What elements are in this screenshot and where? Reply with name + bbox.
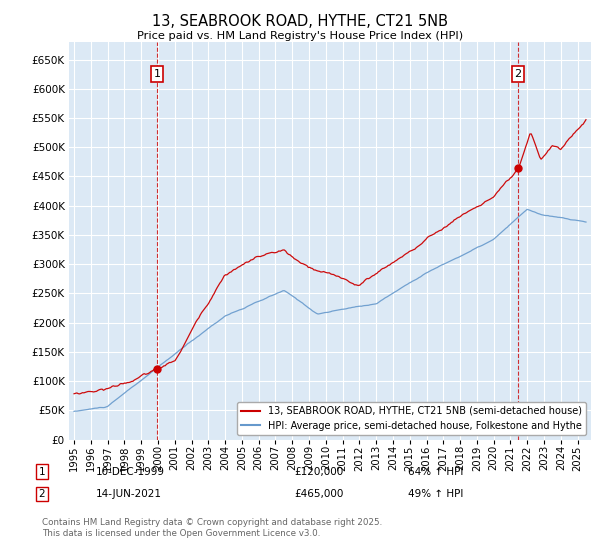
Text: 49% ↑ HPI: 49% ↑ HPI <box>408 489 463 499</box>
Text: Contains HM Land Registry data © Crown copyright and database right 2025.
This d: Contains HM Land Registry data © Crown c… <box>42 518 382 538</box>
Text: Price paid vs. HM Land Registry's House Price Index (HPI): Price paid vs. HM Land Registry's House … <box>137 31 463 41</box>
Text: 13, SEABROOK ROAD, HYTHE, CT21 5NB: 13, SEABROOK ROAD, HYTHE, CT21 5NB <box>152 14 448 29</box>
Text: 10-DEC-1999: 10-DEC-1999 <box>96 466 165 477</box>
Legend: 13, SEABROOK ROAD, HYTHE, CT21 5NB (semi-detached house), HPI: Average price, se: 13, SEABROOK ROAD, HYTHE, CT21 5NB (semi… <box>237 402 586 435</box>
Text: 14-JUN-2021: 14-JUN-2021 <box>96 489 162 499</box>
Text: 2: 2 <box>515 69 522 79</box>
Text: 1: 1 <box>38 466 46 477</box>
Text: 2: 2 <box>38 489 46 499</box>
Text: 1: 1 <box>154 69 161 79</box>
Text: £465,000: £465,000 <box>294 489 343 499</box>
Text: £120,000: £120,000 <box>294 466 343 477</box>
Text: 64% ↑ HPI: 64% ↑ HPI <box>408 466 463 477</box>
